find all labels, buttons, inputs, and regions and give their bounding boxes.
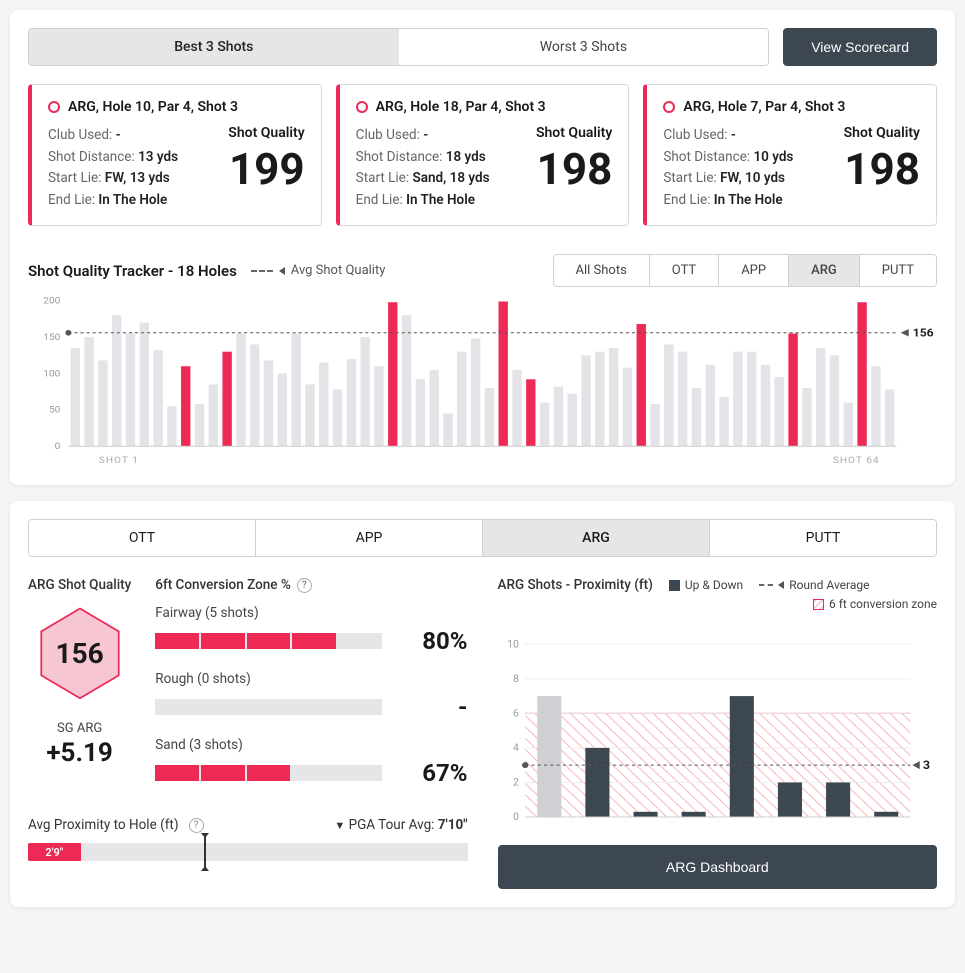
shot-meta: Club Used: - Shot Distance: 10 yds Start… xyxy=(663,125,793,211)
proximity-header: Avg Proximity to Hole (ft) ? ▼ PGA Tour … xyxy=(28,817,468,833)
best-worst-segment: Best 3 Shots Worst 3 Shots xyxy=(28,28,769,66)
svg-text:0: 0 xyxy=(513,813,519,824)
tab-worst-shots[interactable]: Worst 3 Shots xyxy=(399,29,769,65)
sq-label: Shot Quality xyxy=(536,125,612,141)
prox-chart-title: ARG Shots - Proximity (ft) xyxy=(498,577,653,593)
category-tabs: OTTAPPARGPUTT xyxy=(28,519,937,557)
shot-title: ARG, Hole 10, Par 4, Shot 3 xyxy=(68,99,238,115)
svg-text:SHOT 1: SHOT 1 xyxy=(99,456,139,467)
svg-text:10: 10 xyxy=(507,640,519,651)
sg-label: SG ARG xyxy=(28,721,131,736)
tracker-tab-ott[interactable]: OTT xyxy=(650,255,719,286)
tracker-tabs: All ShotsOTTAPPARGPUTT xyxy=(553,254,938,287)
tab-best-shots[interactable]: Best 3 Shots xyxy=(29,29,399,65)
arg-detail-panel: OTTAPPARGPUTT ARG Shot Quality 156 SG AR… xyxy=(10,501,955,907)
conversion-column: 6ft Conversion Zone % ? Fairway (5 shots… xyxy=(155,577,467,803)
tracker-tab-app[interactable]: APP xyxy=(719,255,789,286)
detail-grid: ARG Shot Quality 156 SG ARG +5.19 6ft Co… xyxy=(28,577,937,889)
right-column: ARG Shots - Proximity (ft) Up & Down Rou… xyxy=(498,577,938,889)
ring-icon xyxy=(356,101,368,113)
quality-hexagon: 156 xyxy=(36,605,124,701)
help-icon[interactable]: ? xyxy=(189,818,204,833)
sq-title: ARG Shot Quality xyxy=(28,577,131,593)
legend-updown: Up & Down xyxy=(669,578,743,592)
svg-text:50: 50 xyxy=(49,405,60,416)
shot-card[interactable]: ARG, Hole 7, Par 4, Shot 3 Club Used: - … xyxy=(643,84,937,226)
cat-tab-app[interactable]: APP xyxy=(256,520,483,556)
conv-item: Rough (0 shots) - xyxy=(155,671,467,721)
conv-title: 6ft Conversion Zone % ? xyxy=(155,577,467,593)
sq-number: 198 xyxy=(536,147,612,191)
cat-tab-ott[interactable]: OTT xyxy=(29,520,256,556)
avg-legend: Avg Shot Quality xyxy=(251,263,386,278)
svg-text:150: 150 xyxy=(43,333,60,344)
tracker-tab-putt[interactable]: PUTT xyxy=(860,255,936,286)
sq-value: 156 xyxy=(56,637,104,670)
ring-icon xyxy=(663,101,675,113)
sq-number: 198 xyxy=(844,147,920,191)
shot-card[interactable]: ARG, Hole 10, Par 4, Shot 3 Club Used: -… xyxy=(28,84,322,226)
shot-cards: ARG, Hole 10, Par 4, Shot 3 Club Used: -… xyxy=(28,84,937,226)
shots-panel: Best 3 Shots Worst 3 Shots View Scorecar… xyxy=(10,10,955,485)
legend-zone: 6 ft conversion zone xyxy=(813,597,937,611)
conv-item: Fairway (5 shots) 80% xyxy=(155,605,467,655)
shot-title: ARG, Hole 7, Par 4, Shot 3 xyxy=(683,99,845,115)
tracker-header: Shot Quality Tracker - 18 Holes Avg Shot… xyxy=(28,254,937,287)
shot-title: ARG, Hole 18, Par 4, Shot 3 xyxy=(376,99,546,115)
arg-dashboard-button[interactable]: ARG Dashboard xyxy=(498,845,938,889)
shot-meta: Club Used: - Shot Distance: 18 yds Start… xyxy=(356,125,490,211)
shot-card[interactable]: ARG, Hole 18, Par 4, Shot 3 Club Used: -… xyxy=(336,84,630,226)
ring-icon xyxy=(48,101,60,113)
svg-text:8: 8 xyxy=(513,674,519,685)
cat-tab-putt[interactable]: PUTT xyxy=(710,520,936,556)
tracker-tab-all-shots[interactable]: All Shots xyxy=(554,255,650,286)
svg-text:156: 156 xyxy=(913,326,934,340)
legend-round-avg: Round Average xyxy=(759,578,869,592)
svg-text:4: 4 xyxy=(513,743,519,754)
svg-text:100: 100 xyxy=(43,369,60,380)
sq-hex-block: ARG Shot Quality 156 SG ARG +5.19 xyxy=(28,577,131,768)
pga-marker xyxy=(204,835,206,869)
left-column: ARG Shot Quality 156 SG ARG +5.19 6ft Co… xyxy=(28,577,468,889)
svg-text:SHOT 64: SHOT 64 xyxy=(833,456,880,467)
help-icon[interactable]: ? xyxy=(297,578,312,593)
proximity-fill: 2'9" xyxy=(28,843,81,861)
view-scorecard-button[interactable]: View Scorecard xyxy=(783,28,937,66)
cat-tab-arg[interactable]: ARG xyxy=(483,520,710,556)
conv-item: Sand (3 shots) 67% xyxy=(155,737,467,787)
tracker-tab-arg[interactable]: ARG xyxy=(789,255,860,286)
sq-label: Shot Quality xyxy=(844,125,920,141)
shot-meta: Club Used: - Shot Distance: 13 yds Start… xyxy=(48,125,178,211)
svg-text:0: 0 xyxy=(55,442,61,453)
tracker-title: Shot Quality Tracker - 18 Holes xyxy=(28,262,237,280)
sq-number: 199 xyxy=(228,147,304,191)
svg-text:200: 200 xyxy=(43,297,60,307)
sq-label: Shot Quality xyxy=(228,125,304,141)
svg-text:2: 2 xyxy=(513,778,519,789)
tracker-chart: 0 50 100 150 200 156 SHOT 1 SHOT 64 xyxy=(28,297,937,467)
svg-text:6: 6 xyxy=(513,709,519,720)
proximity-chart: 0 2 4 6 8 10 3 xyxy=(498,621,938,831)
top-controls: Best 3 Shots Worst 3 Shots View Scorecar… xyxy=(28,28,937,66)
sg-value: +5.19 xyxy=(28,738,131,768)
proximity-bar: 2'9" xyxy=(28,843,468,861)
svg-text:3: 3 xyxy=(922,759,929,773)
